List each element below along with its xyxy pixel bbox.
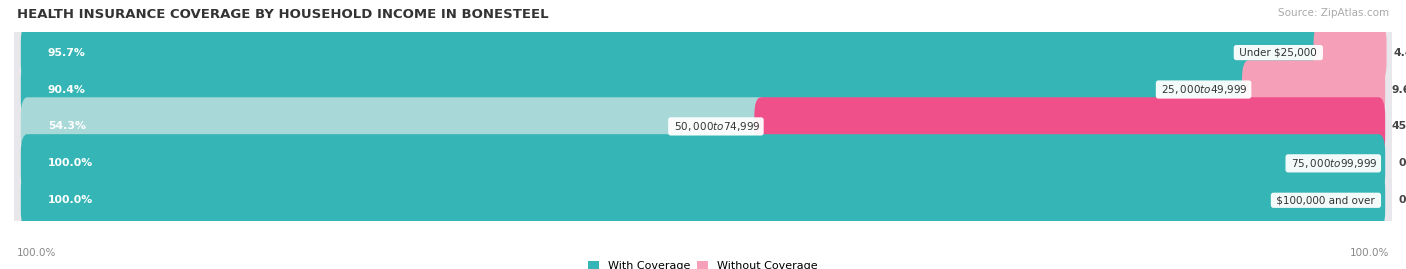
- Text: 100.0%: 100.0%: [48, 195, 93, 205]
- Text: 100.0%: 100.0%: [1350, 248, 1389, 258]
- FancyBboxPatch shape: [1313, 23, 1386, 82]
- Text: $100,000 and over: $100,000 and over: [1274, 195, 1378, 205]
- Text: 45.7%: 45.7%: [1392, 121, 1406, 132]
- Text: HEALTH INSURANCE COVERAGE BY HOUSEHOLD INCOME IN BONESTEEL: HEALTH INSURANCE COVERAGE BY HOUSEHOLD I…: [17, 8, 548, 21]
- FancyBboxPatch shape: [13, 48, 1393, 131]
- FancyBboxPatch shape: [13, 122, 1393, 205]
- Text: 0.0%: 0.0%: [1399, 158, 1406, 168]
- Text: 100.0%: 100.0%: [48, 158, 93, 168]
- Text: $50,000 to $74,999: $50,000 to $74,999: [671, 120, 761, 133]
- FancyBboxPatch shape: [21, 97, 768, 155]
- Text: 0.0%: 0.0%: [1399, 195, 1406, 205]
- Text: $25,000 to $49,999: $25,000 to $49,999: [1159, 83, 1249, 96]
- Text: $75,000 to $99,999: $75,000 to $99,999: [1288, 157, 1378, 170]
- FancyBboxPatch shape: [13, 11, 1393, 94]
- Text: 100.0%: 100.0%: [17, 248, 56, 258]
- FancyBboxPatch shape: [13, 85, 1393, 168]
- FancyBboxPatch shape: [21, 134, 1385, 193]
- FancyBboxPatch shape: [755, 97, 1385, 155]
- Legend: With Coverage, Without Coverage: With Coverage, Without Coverage: [583, 256, 823, 269]
- Text: 95.7%: 95.7%: [48, 48, 86, 58]
- FancyBboxPatch shape: [1241, 60, 1385, 119]
- FancyBboxPatch shape: [21, 60, 1256, 119]
- Text: Under $25,000: Under $25,000: [1236, 48, 1320, 58]
- Text: 4.4%: 4.4%: [1393, 48, 1406, 58]
- Text: 90.4%: 90.4%: [48, 84, 86, 94]
- Text: 9.6%: 9.6%: [1392, 84, 1406, 94]
- Text: 54.3%: 54.3%: [48, 121, 86, 132]
- FancyBboxPatch shape: [13, 158, 1393, 242]
- FancyBboxPatch shape: [21, 171, 1385, 229]
- Text: Source: ZipAtlas.com: Source: ZipAtlas.com: [1278, 8, 1389, 18]
- FancyBboxPatch shape: [21, 23, 1327, 82]
